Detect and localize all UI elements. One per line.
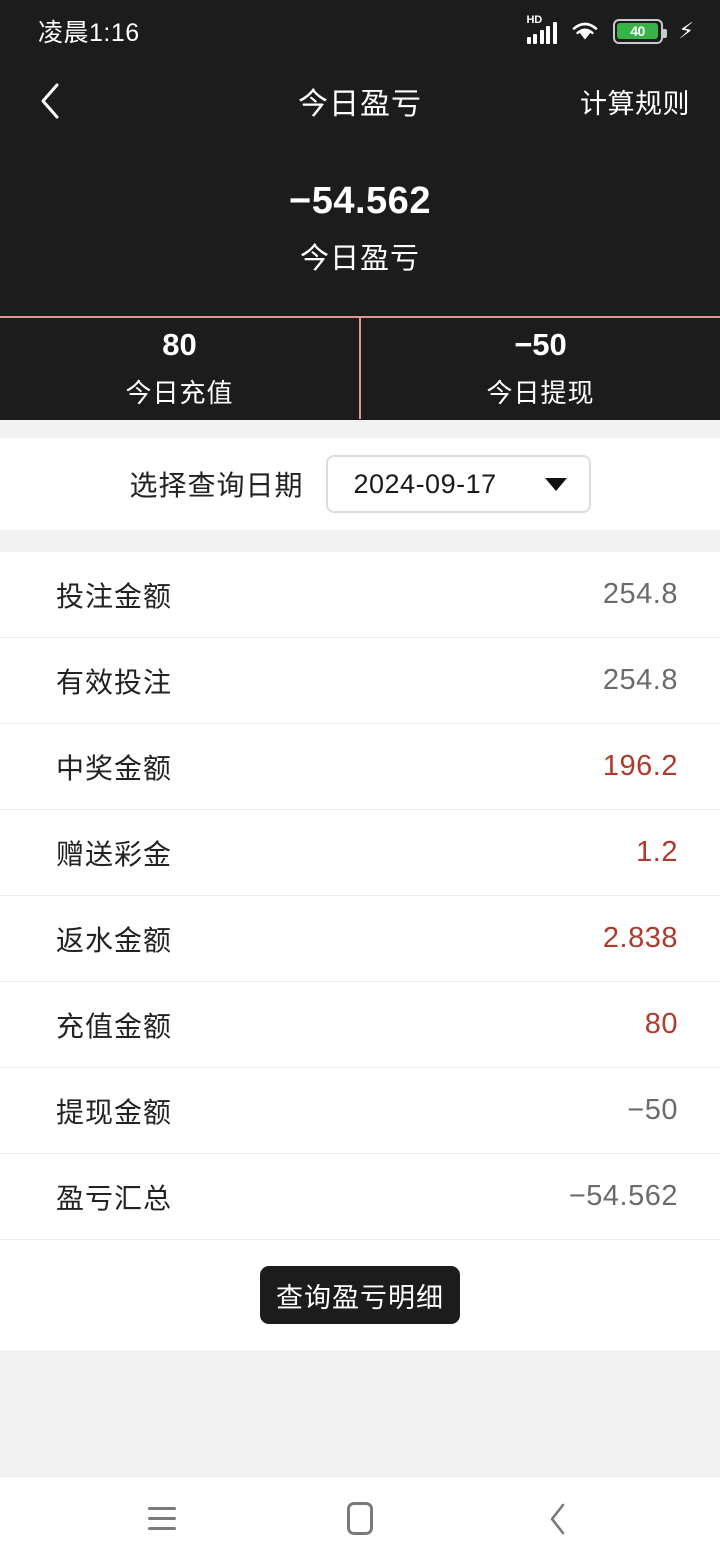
- row-value: 254.8: [602, 664, 678, 696]
- row-label: 中奖金额: [56, 752, 173, 784]
- section-gap: [0, 530, 720, 552]
- date-select[interactable]: 2024-09-17: [325, 455, 591, 513]
- hd-label: HD: [526, 14, 543, 26]
- query-button-area: 查询盈亏明细: [0, 1240, 720, 1350]
- chevron-left-icon: [550, 1503, 565, 1534]
- back-button[interactable]: [0, 79, 100, 123]
- table-row: 中奖金额 196.2: [0, 724, 720, 810]
- row-label: 盈亏汇总: [56, 1182, 173, 1214]
- stat-deposit: 80 今日充值: [0, 318, 359, 419]
- row-value: −50: [627, 1094, 678, 1126]
- row-value: 2.838: [602, 922, 678, 954]
- battery-icon: 40: [612, 18, 667, 44]
- chevron-left-icon: [41, 83, 59, 119]
- stat-label: 今日充值: [125, 378, 234, 408]
- stat-value: −50: [514, 327, 567, 362]
- row-value: 196.2: [602, 750, 678, 782]
- row-value: 1.2: [636, 836, 678, 868]
- row-value: 80: [644, 1008, 678, 1040]
- profit-value: −54.562: [289, 179, 431, 222]
- date-filter-label: 选择查询日期: [129, 470, 304, 501]
- system-nav-bar: [0, 1476, 720, 1560]
- chevron-down-icon: [544, 477, 567, 491]
- battery-level: 40: [617, 23, 659, 39]
- table-row: 充值金额 80: [0, 982, 720, 1068]
- calculation-rules-link[interactable]: 计算规则: [580, 88, 690, 119]
- wifi-icon: [572, 22, 597, 40]
- table-row: 赠送彩金 1.2: [0, 810, 720, 896]
- home-button[interactable]: [325, 1489, 395, 1549]
- signal-bars: [526, 13, 557, 44]
- row-label: 有效投注: [56, 666, 173, 698]
- row-label: 赠送彩金: [56, 838, 173, 870]
- stats-row: 80 今日充值 −50 今日提现: [0, 316, 720, 420]
- stat-withdraw: −50 今日提现: [359, 318, 720, 419]
- stat-value: 80: [162, 327, 197, 362]
- status-bar: 凌晨1:16 HD 40 ⚡: [0, 0, 720, 62]
- home-square-icon: [347, 1502, 373, 1535]
- signal-icon: HD: [526, 14, 557, 44]
- query-detail-button[interactable]: 查询盈亏明细: [260, 1266, 460, 1324]
- row-label: 充值金额: [56, 1010, 173, 1042]
- page-title: 今日盈亏: [298, 88, 422, 121]
- row-label: 投注金额: [56, 580, 173, 612]
- row-value: 254.8: [602, 578, 678, 610]
- recents-button[interactable]: [127, 1489, 197, 1549]
- detail-list: 投注金额 254.8 有效投注 254.8 中奖金额 196.2 赠送彩金 1.…: [0, 552, 720, 1240]
- table-row: 投注金额 254.8: [0, 552, 720, 638]
- system-back-button[interactable]: [523, 1489, 593, 1549]
- table-row: 提现金额 −50: [0, 1068, 720, 1154]
- date-select-value: 2024-09-17: [353, 468, 497, 499]
- charging-bolt-icon: ⚡: [678, 18, 694, 43]
- menu-icon: [148, 1507, 176, 1530]
- row-label: 提现金额: [56, 1096, 173, 1128]
- profit-label: 今日盈亏: [299, 242, 420, 275]
- profit-summary: −54.562 今日盈亏: [0, 140, 720, 316]
- status-time: 凌晨1:16: [38, 19, 140, 47]
- app-header: 今日盈亏 计算规则: [0, 62, 720, 140]
- table-row: 盈亏汇总 −54.562: [0, 1154, 720, 1240]
- table-row: 有效投注 254.8: [0, 638, 720, 724]
- date-filter-row: 选择查询日期 2024-09-17: [0, 438, 720, 530]
- stat-label: 今日提现: [486, 378, 595, 408]
- table-row: 返水金额 2.838: [0, 896, 720, 982]
- row-value: −54.562: [568, 1180, 678, 1212]
- section-gap: [0, 420, 720, 438]
- row-label: 返水金额: [56, 924, 173, 956]
- bottom-filler: [0, 1350, 720, 1490]
- status-icons: HD 40 ⚡: [526, 14, 694, 44]
